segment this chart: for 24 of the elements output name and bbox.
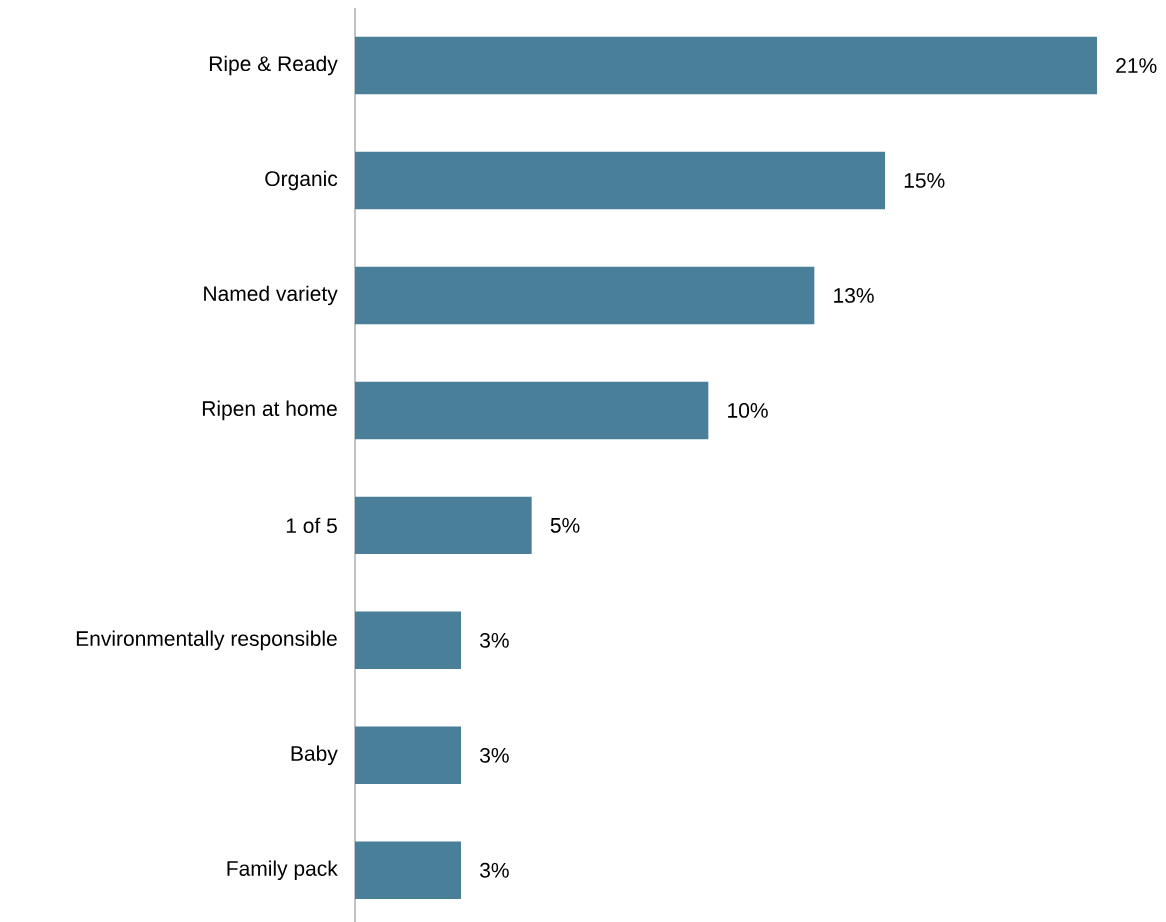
bar [355,36,1098,95]
bar [355,726,461,785]
y-tick-label: Ripen at home [202,400,337,421]
data-label: 15% [904,173,945,188]
data-label: 3% [480,747,509,763]
data-label: 21% [1116,58,1157,73]
bar [355,496,532,555]
y-tick-label: 1 of 5 [286,517,337,534]
y-tick-label: Organic [265,170,338,191]
data-label: 5% [550,517,580,533]
y-tick-label: Named variety [204,285,338,306]
bar [355,266,815,325]
data-label: 13% [834,288,874,303]
data-label: 3% [480,632,509,648]
y-tick-label: Family pack [227,860,338,881]
y-tick-label: Ripe & Ready [209,55,338,76]
data-label: 10% [728,402,768,418]
data-label: 3% [480,862,509,878]
y-tick-label: Baby [291,745,338,766]
bar [355,611,461,670]
y-tick-label: Environmentally responsible [76,630,337,651]
bar [355,841,461,900]
bar [355,151,885,210]
bar [355,381,709,440]
